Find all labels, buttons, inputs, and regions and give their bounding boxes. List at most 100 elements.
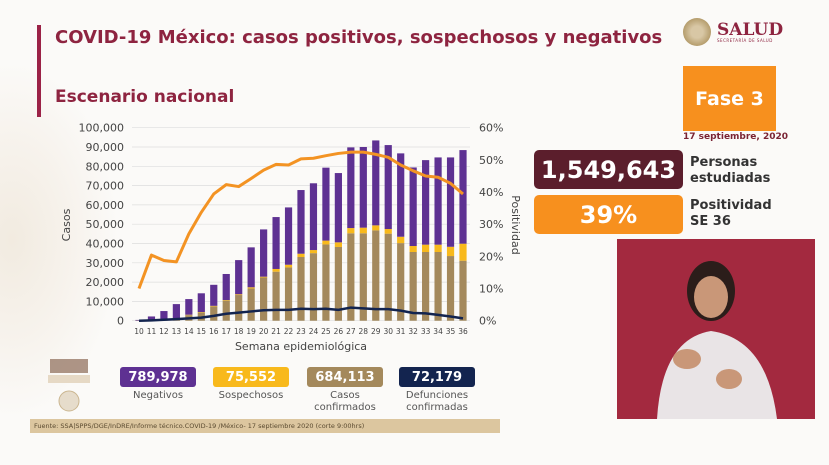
y-tick-label: 10,000 [86,295,125,308]
x-tick-label: 29 [371,327,381,336]
logo-text: SALUD [717,19,784,40]
bar-negativos [210,284,218,306]
bar-negativos [297,190,305,254]
label-line1: Casos [330,390,360,401]
people-studied-value: 1,549,643 [534,150,683,189]
total-label: Negativos [113,390,203,402]
y2-tick-label: 30% [479,218,503,231]
bar-sospechosos [372,225,380,231]
x-tick-label: 15 [197,327,207,336]
x-tick-label: 22 [284,327,294,336]
y2-tick-label: 40% [479,186,503,199]
sign-language-interpreter-video [617,239,815,419]
bar-negativos [147,316,156,320]
x-tick-label: 13 [172,327,182,336]
bar-sospechosos [384,229,392,234]
bar-confirmados [434,251,442,321]
bar-confirmados [309,253,318,321]
national-seal-icon [683,18,711,46]
label-line2: estudiadas [690,171,771,186]
bar-negativos [284,207,293,265]
bar-negativos [434,157,442,245]
bar-confirmados [235,295,243,321]
bar-negativos [409,167,417,247]
label-line1: Negativos [132,390,184,401]
total-label: Casos confirmados [300,390,390,414]
x-tick-label: 16 [209,327,219,336]
bar-negativos [459,150,467,244]
x-tick-label: 20 [259,327,269,336]
y-tick-label: 90,000 [86,141,125,154]
x-tick-label: 34 [433,327,443,336]
source-note: Fuente: SSA|SPPS/DGE/InDRE/Informe técni… [30,419,500,433]
bar-negativos [446,157,455,247]
x-tick-label: 24 [309,327,319,336]
x-tick-label: 18 [234,327,244,336]
bar-confirmados [347,233,355,321]
y-tick-label: 60,000 [86,199,125,212]
y-tick-label: 50,000 [86,218,125,231]
interpreter-image [657,261,777,419]
y-tick-label: 40,000 [86,238,125,251]
bar-negativos [272,217,280,269]
y-tick-label: 70,000 [86,180,125,193]
bar-confirmados [459,260,467,321]
x-tick-label: 36 [458,327,468,336]
bar-confirmados [222,300,230,321]
bar-negativos [197,293,205,313]
x-tick-label: 14 [184,327,194,336]
bar-confirmados [397,243,405,321]
bar-sospechosos [434,244,442,252]
bar-negativos [260,229,268,277]
bar-negativos [247,247,255,288]
report-date: 17 septiembre, 2020 [683,132,789,142]
bar-negativos [334,173,342,243]
page-subtitle: Escenario nacional [55,87,235,107]
label-line1: Personas [690,155,758,170]
bar-confirmados [372,230,380,321]
total-label: Defunciones confirmadas [392,390,482,414]
bar-negativos [222,273,230,301]
y-tick-label: 80,000 [86,160,125,173]
bar-negativos [397,153,405,237]
positivity-label: Positividad SE 36 [690,198,772,230]
bar-sospechosos [422,244,430,252]
bar-negativos [347,147,355,229]
bar-sospechosos [409,246,417,252]
label-line1: Sospechosos [218,390,284,401]
y-tick-label: 20,000 [86,276,125,289]
x-tick-label: 11 [147,327,157,336]
x-tick-label: 12 [159,327,169,336]
y2-tick-label: 50% [479,154,503,167]
bar-sospechosos [222,300,230,301]
y-tick-label: 100,000 [79,122,125,135]
x-tick-label: 35 [446,327,456,336]
logo-subtext: SECRETARÍA DE SALUD [717,37,773,43]
y2-tick-label: 0% [479,315,496,328]
x-tick-label: 17 [221,327,231,336]
bar-negativos [322,167,330,241]
bar-negativos [372,140,380,226]
total-badge: 75,552 [213,367,289,387]
x-tick-label: 31 [396,327,406,336]
bar-confirmados [284,267,293,321]
x-axis-label: Semana epidemiológica [235,340,367,353]
bar-negativos [160,311,168,320]
label-line2: confirmadas [406,402,468,413]
bar-confirmados [384,233,392,321]
bar-sospechosos [284,264,293,268]
x-tick-label: 26 [334,327,344,336]
bar-confirmados [334,246,342,321]
y2-axis-label: Positividad [509,195,522,254]
line-defunciones [138,306,464,322]
bar-sospechosos [272,268,280,272]
total-label: Sospechosos [206,390,296,402]
bar-sospechosos [322,240,330,245]
bar-confirmados [210,306,218,321]
page-title: COVID-19 México: casos positivos, sospec… [55,27,663,48]
y-axis-label: Casos [60,208,73,241]
bar-confirmados [297,257,305,321]
total-badge: 684,113 [307,367,383,387]
bar-sospechosos [359,227,367,234]
bar-confirmados [272,271,280,321]
